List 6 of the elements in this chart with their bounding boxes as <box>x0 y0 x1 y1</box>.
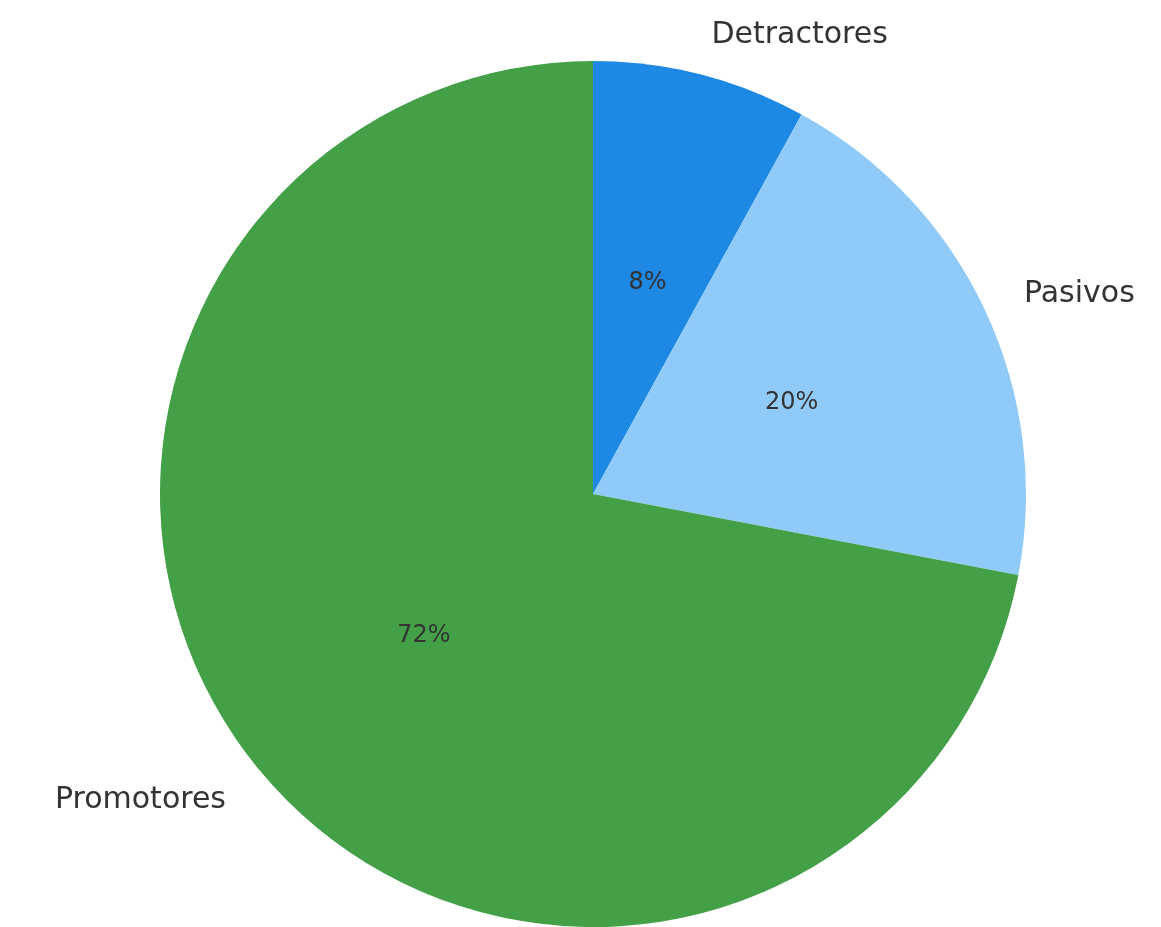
data-label: 20% <box>764 386 819 415</box>
data-label: 72% <box>397 619 451 648</box>
slice-label: Detractores <box>711 15 888 51</box>
slice-label: Promotores <box>54 780 226 816</box>
slice-label: Pasivos <box>1023 273 1135 309</box>
data-label: 8% <box>628 267 667 296</box>
